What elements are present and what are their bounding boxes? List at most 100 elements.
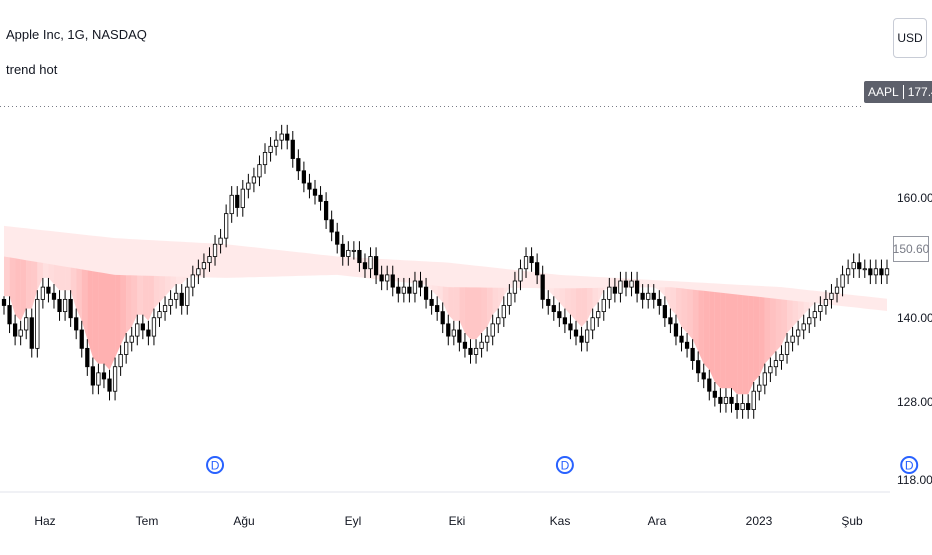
candle-body <box>501 305 506 319</box>
candle-body <box>612 286 618 294</box>
candle-body <box>834 286 840 294</box>
trend-band-fill <box>809 302 815 309</box>
candle-body <box>57 298 62 313</box>
trend-band-fill <box>481 287 488 333</box>
candle-body <box>712 390 717 398</box>
candle-body <box>401 286 406 294</box>
candle-body <box>512 280 518 294</box>
candle-body <box>35 298 40 349</box>
candle-body <box>301 170 307 184</box>
trend-band-fill <box>781 299 787 346</box>
candle-body <box>673 323 679 337</box>
trend-band-fill <box>453 287 460 321</box>
candle-body <box>812 311 817 319</box>
indicator-label[interactable]: trend hot <box>6 62 58 77</box>
candle-body <box>12 323 18 337</box>
candle-body <box>640 292 645 300</box>
candle-body <box>290 139 295 159</box>
candle-body <box>551 305 556 313</box>
trend-band-fill <box>153 275 160 309</box>
candle-body <box>773 360 779 368</box>
dividend-marker-label: D <box>211 459 220 473</box>
trend-band-fill <box>692 289 699 352</box>
trend-band-fill <box>120 275 127 346</box>
candle-body <box>318 194 323 202</box>
candle-body <box>79 329 84 349</box>
price-axis-label: 160.00 <box>897 191 932 205</box>
candle-body <box>601 298 606 313</box>
trend-band-fill <box>753 296 760 382</box>
candle-body <box>440 311 445 325</box>
candle-body <box>796 329 801 337</box>
time-axis-label: Ağu <box>233 514 254 528</box>
candle-body <box>568 323 573 331</box>
candle-body <box>379 274 384 282</box>
candle-body <box>696 360 701 374</box>
dividend-marker[interactable] <box>555 456 574 474</box>
candle-body <box>623 280 629 288</box>
symbol-price-tag: AAPL 177.49 <box>864 81 932 103</box>
trend-band-fill <box>653 287 660 291</box>
candle-body <box>546 298 551 306</box>
candle-body <box>823 298 829 306</box>
trend-band-fill <box>76 268 82 321</box>
time-axis: Haz Tem Ağu Eyl Eki Kas Ara 2023 Şub <box>34 514 863 528</box>
price-axis: 160.00 140.00 128.00 118.00 <box>897 191 932 487</box>
price-axis-label: 128.00 <box>897 395 932 409</box>
candle-body <box>340 243 345 257</box>
candle-body <box>207 256 212 264</box>
candle-body <box>462 341 468 349</box>
candle-body <box>1 298 7 306</box>
candle-body <box>40 286 45 300</box>
candle-body <box>90 366 95 386</box>
trend-band-fill <box>676 287 682 327</box>
candle-body <box>273 139 279 147</box>
trend-band-fill <box>59 265 66 291</box>
trend-band-fill <box>181 276 188 285</box>
trend-band-fill <box>470 287 476 340</box>
candle-body <box>846 268 851 276</box>
trend-hot-band <box>4 225 887 395</box>
candle-body <box>790 335 795 343</box>
time-axis-label: Eki <box>449 514 466 528</box>
trend-band-fill <box>126 275 132 333</box>
trend-band-fill <box>442 286 449 315</box>
trend-band-fill <box>159 276 166 303</box>
candle-body <box>646 292 651 300</box>
trend-band-fill <box>737 294 743 395</box>
trend-band-fill <box>448 287 454 321</box>
candle-body <box>657 298 662 306</box>
trend-band-fill <box>42 262 49 278</box>
trend-band-fill <box>109 274 116 370</box>
time-axis-label: Haz <box>34 514 55 528</box>
candle-body <box>757 384 762 392</box>
legend-title[interactable]: Apple Inc, 1G, NASDAQ <box>6 27 147 42</box>
candle-body <box>662 305 667 319</box>
trend-band-fill <box>4 256 10 297</box>
trend-band-fill <box>559 288 565 309</box>
candle-body <box>579 335 584 343</box>
trend-band-fill <box>792 300 799 327</box>
candle-body <box>446 323 451 337</box>
trend-band-fill <box>581 288 588 327</box>
dividend-marker[interactable] <box>206 456 225 474</box>
candle-body <box>807 317 812 325</box>
trend-band-fill <box>759 296 765 376</box>
candle-body <box>7 305 12 325</box>
dividend-marker-label: D <box>561 459 570 473</box>
dividend-marker[interactable] <box>900 456 919 474</box>
trend-band-fill <box>476 287 482 340</box>
trend-band-fill <box>687 289 693 340</box>
currency-button[interactable]: USD <box>893 18 927 58</box>
trend-band-fill <box>714 292 721 389</box>
candle-body <box>129 335 134 343</box>
trend-band-fill <box>431 285 438 297</box>
trend-band-fill <box>503 287 510 297</box>
time-axis-label: Tem <box>136 514 159 528</box>
candle-body <box>490 323 495 337</box>
trend-band-fill <box>459 287 465 333</box>
candle-body <box>557 311 562 319</box>
